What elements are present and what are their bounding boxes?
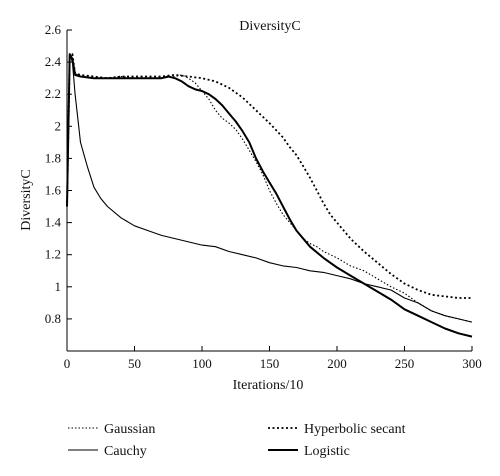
y-tick-label: 1.2 (45, 247, 61, 262)
x-tick-label: 100 (192, 356, 212, 371)
series-line-2 (66, 53, 473, 323)
legend-label: Gaussian (104, 422, 155, 437)
x-tick-label: 150 (260, 356, 280, 371)
legend-label: Hyperbolic secant (304, 422, 406, 437)
x-axis-label: Iterations/10 (233, 378, 304, 393)
y-tick-label: 1.8 (45, 150, 61, 165)
y-tick-label: 0.8 (45, 311, 61, 326)
y-tick-label: 2.6 (45, 22, 62, 37)
x-tick-label: 300 (462, 356, 482, 371)
y-tick-label: 2.2 (45, 86, 61, 101)
plot-axes: 0 50 100 150 200 250 300 0.8 1 1.2 1.4 1.6 1.8 2 2.2 2.… (45, 22, 482, 371)
series-line-3 (66, 53, 472, 299)
series-line-1 (66, 58, 473, 323)
y-tick-label: 1.6 (45, 183, 62, 198)
y-tick-label: 2 (55, 118, 62, 133)
y-axis-label: DiversityC (19, 169, 34, 230)
y-tick-label: 2.4 (45, 54, 62, 69)
series-lines (66, 53, 473, 338)
legend-label: Cauchy (104, 444, 147, 459)
x-tick-label: 200 (327, 356, 347, 371)
chart-title: DiversityC (239, 19, 300, 34)
legend: Gaussian Cauchy Hyperbolic secant Logistic (68, 422, 406, 459)
legend-label: Logistic (304, 444, 350, 459)
x-tick-label: 250 (395, 356, 415, 371)
series-line-4 (66, 53, 473, 338)
y-tick-label: 1.4 (45, 215, 62, 230)
x-tick-label: 0 (64, 356, 71, 371)
x-tick-label: 50 (128, 356, 141, 371)
y-tick-label: 1 (55, 279, 62, 294)
